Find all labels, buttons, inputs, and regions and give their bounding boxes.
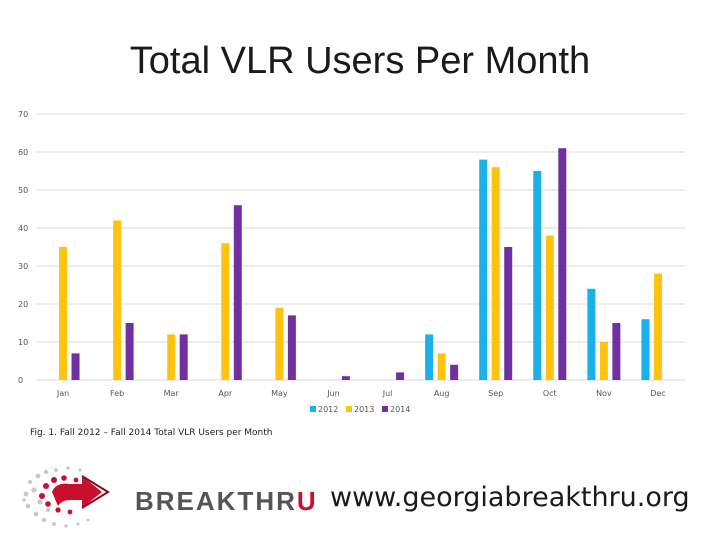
legend-label-2014: 2014: [390, 405, 410, 414]
brand-wordmark-accent: U: [296, 486, 318, 516]
y-tick-label: 10: [18, 338, 28, 347]
bar-2014-jul: [396, 372, 405, 380]
bar-2013-may: [275, 307, 284, 380]
bar-2014-jan: [71, 353, 80, 380]
x-tick-label: Jun: [326, 389, 340, 398]
x-tick-label: Sep: [488, 389, 503, 398]
x-tick-label: Jan: [56, 389, 69, 398]
bar-2012-oct: [533, 171, 542, 380]
y-tick-label: 50: [18, 186, 28, 195]
bar-2014-aug: [450, 364, 459, 380]
bar-2014-nov: [612, 323, 621, 380]
x-tick-label: Dec: [650, 389, 665, 398]
bar-2013-sep: [491, 167, 500, 380]
bar-2012-dec: [641, 319, 650, 380]
y-tick-label: 0: [18, 376, 23, 385]
chart-title: Total VLR Users Per Month: [129, 40, 591, 82]
y-tick-label: 40: [18, 224, 28, 233]
x-tick-label: Oct: [543, 389, 557, 398]
brand-wordmark: BREAKTHRU: [135, 486, 318, 517]
legend-label-2013: 2013: [354, 405, 374, 414]
legend-swatch-2014: [382, 406, 388, 412]
bar-2013-oct: [545, 235, 554, 380]
bar-2013-nov: [599, 342, 608, 380]
bar-2014-sep: [504, 247, 513, 380]
bar-2013-jan: [59, 247, 68, 380]
legend-label-2012: 2012: [318, 405, 338, 414]
bar-2012-aug: [425, 334, 434, 380]
x-tick-label: Mar: [164, 389, 180, 398]
x-tick-label: Jul: [382, 389, 393, 398]
bar-2014-oct: [558, 148, 567, 380]
x-tick-label: May: [271, 389, 288, 398]
breakthru-logo-icon: [22, 466, 110, 528]
y-tick-label: 70: [18, 110, 28, 119]
website-url: www.georgiabreakthru.org: [330, 482, 690, 513]
x-tick-label: Aug: [434, 389, 450, 398]
bar-2014-may: [287, 315, 296, 380]
figure-caption: Fig. 1. Fall 2012 – Fall 2014 Total VLR …: [30, 428, 273, 438]
bar-chart: 0 10 20 30 40 50 60 70 Jan Feb Mar Apr May Jun Jul Aug S…: [18, 110, 685, 414]
bar-2012-sep: [479, 159, 488, 380]
y-tick-label: 60: [18, 148, 28, 157]
bar-2013-dec: [653, 273, 662, 380]
x-tick-label: Apr: [218, 389, 233, 398]
bar-2013-mar: [167, 334, 176, 380]
brand-wordmark-main: BREAKTHR: [135, 486, 297, 516]
bar-2012-nov: [587, 288, 596, 380]
bar-2013-apr: [221, 243, 230, 380]
bar-2014-feb: [125, 323, 134, 380]
bar-2014-jun: [341, 376, 350, 380]
bar-2013-aug: [437, 353, 446, 380]
bar-2013-feb: [113, 220, 122, 380]
y-tick-label: 30: [18, 262, 28, 271]
legend-swatch-2013: [346, 406, 352, 412]
y-tick-label: 20: [18, 300, 28, 309]
bar-2014-apr: [233, 205, 242, 380]
x-tick-label: Feb: [110, 389, 124, 398]
legend-swatch-2012: [310, 406, 316, 412]
bar-2014-mar: [179, 334, 188, 380]
x-tick-label: Nov: [596, 389, 612, 398]
